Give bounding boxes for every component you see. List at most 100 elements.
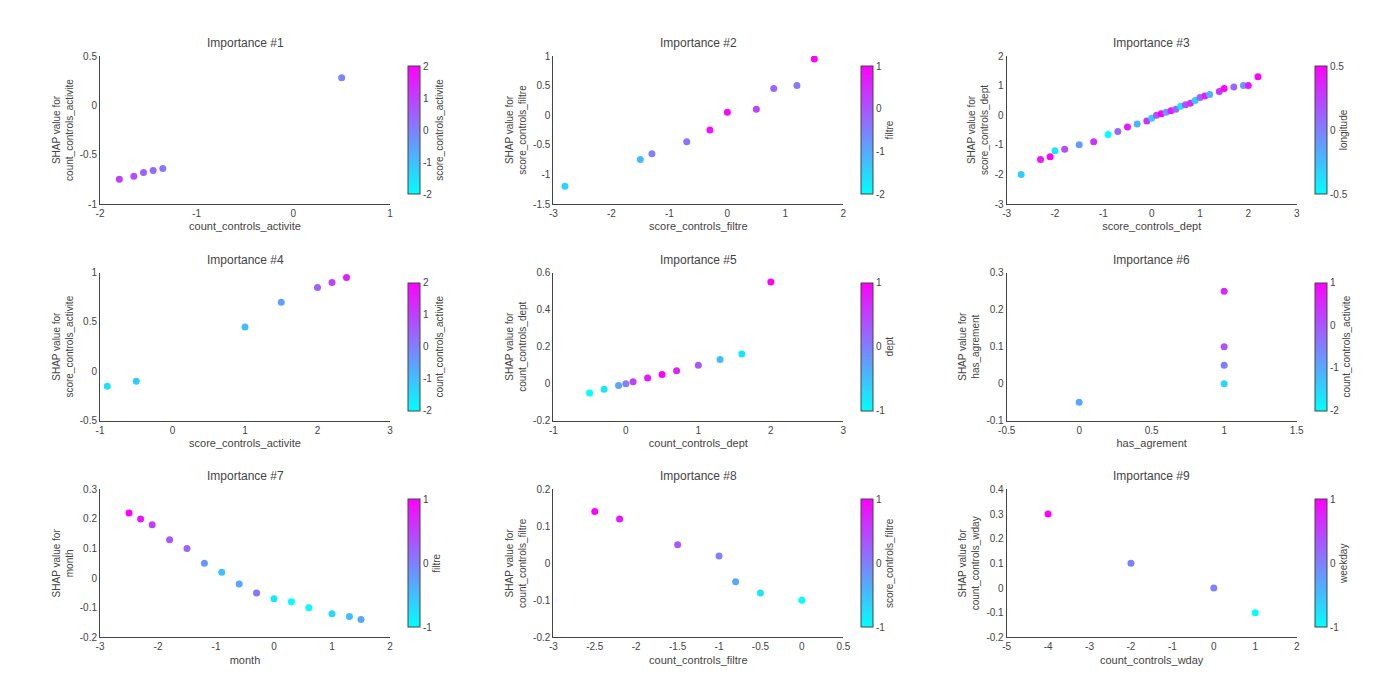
svg-text:0: 0 (545, 378, 551, 389)
svg-text:1: 1 (783, 208, 789, 219)
svg-text:0: 0 (998, 378, 1004, 389)
svg-text:0: 0 (423, 341, 429, 352)
svg-text:0.5: 0.5 (1145, 425, 1159, 436)
svg-text:weekday: weekday (1338, 544, 1349, 584)
svg-text:0.2: 0.2 (990, 533, 1004, 544)
svg-text:0: 0 (998, 583, 1004, 594)
svg-text:2: 2 (841, 208, 847, 219)
svg-text:0: 0 (170, 425, 176, 436)
svg-text:-3: -3 (549, 208, 558, 219)
svg-text:-2.5: -2.5 (586, 641, 604, 652)
svg-text:0: 0 (725, 208, 731, 219)
svg-text:-1: -1 (423, 373, 432, 384)
svg-text:0: 0 (291, 208, 297, 219)
svg-text:0.5: 0.5 (83, 51, 97, 62)
svg-text:0: 0 (1149, 208, 1155, 219)
svg-text:score_controls_filtre: score_controls_filtre (884, 518, 895, 608)
svg-text:SHAP value forscore_controls_a: SHAP value forscore_controls_activite (51, 295, 75, 397)
svg-text:-1: -1 (1330, 622, 1339, 633)
svg-text:0: 0 (1076, 425, 1082, 436)
svg-text:-0.5: -0.5 (80, 415, 98, 426)
svg-text:0: 0 (91, 100, 97, 111)
svg-text:has_agrement: has_agrement (1117, 437, 1187, 449)
svg-text:0.1: 0.1 (990, 558, 1004, 569)
svg-text:-0.2: -0.2 (533, 415, 551, 426)
svg-text:score_controls_filtre: score_controls_filtre (649, 220, 747, 232)
svg-text:-2: -2 (1330, 405, 1339, 416)
svg-text:1: 1 (423, 494, 429, 505)
svg-text:-1: -1 (1168, 641, 1177, 652)
svg-text:0.2: 0.2 (536, 484, 550, 495)
svg-text:0.1: 0.1 (990, 341, 1004, 352)
svg-text:-4: -4 (1044, 641, 1053, 652)
svg-text:0: 0 (271, 641, 277, 652)
svg-text:-2: -2 (1051, 208, 1060, 219)
svg-text:SHAP value forcount_controls_d: SHAP value forcount_controls_dept (504, 301, 528, 391)
svg-text:0.5: 0.5 (536, 80, 550, 91)
svg-text:Importance #5: Importance #5 (660, 253, 737, 267)
svg-text:-0.2: -0.2 (80, 632, 98, 643)
svg-text:-1: -1 (876, 622, 885, 633)
svg-text:filtre: filtre (884, 120, 895, 139)
svg-text:Importance #6: Importance #6 (1113, 253, 1190, 267)
svg-text:-2: -2 (632, 641, 641, 652)
svg-text:1: 1 (876, 277, 882, 288)
svg-text:-1: -1 (876, 405, 885, 416)
svg-text:0: 0 (545, 110, 551, 121)
svg-text:1: 1 (1197, 208, 1203, 219)
svg-text:-0.2: -0.2 (533, 632, 551, 643)
svg-text:-1: -1 (96, 425, 105, 436)
svg-text:1: 1 (242, 425, 248, 436)
svg-text:1: 1 (423, 309, 429, 320)
svg-text:0: 0 (91, 573, 97, 584)
svg-text:count_controls_filtre: count_controls_filtre (649, 654, 747, 666)
svg-text:-3: -3 (995, 199, 1004, 210)
svg-text:0.5: 0.5 (1330, 61, 1344, 72)
svg-text:SHAP value forcount_controls_w: SHAP value forcount_controls_wday (957, 516, 981, 610)
svg-text:-2: -2 (96, 208, 105, 219)
svg-text:-3: -3 (1085, 641, 1094, 652)
svg-text:-2: -2 (607, 208, 616, 219)
svg-text:0: 0 (1330, 558, 1336, 569)
svg-text:1: 1 (696, 425, 702, 436)
svg-text:-2: -2 (423, 405, 432, 416)
svg-text:0.6: 0.6 (536, 267, 550, 278)
svg-text:0: 0 (799, 641, 805, 652)
svg-text:-2: -2 (423, 189, 432, 200)
svg-text:3: 3 (841, 425, 847, 436)
svg-text:2: 2 (1294, 641, 1300, 652)
svg-text:count_controls_activite: count_controls_activite (434, 295, 445, 397)
svg-text:count_controls_wday: count_controls_wday (1100, 654, 1204, 666)
svg-text:0.3: 0.3 (990, 509, 1004, 520)
svg-text:SHAP value forhas_agrement: SHAP value forhas_agrement (957, 312, 981, 381)
svg-text:SHAP value forscore_controls_f: SHAP value forscore_controls_filtre (504, 85, 528, 175)
svg-text:0.4: 0.4 (990, 484, 1004, 495)
svg-text:-0.2: -0.2 (986, 632, 1004, 643)
svg-text:2: 2 (315, 425, 321, 436)
svg-text:-0.1: -0.1 (986, 607, 1004, 618)
svg-text:2: 2 (423, 61, 429, 72)
svg-text:-1: -1 (995, 139, 1004, 150)
svg-text:-1: -1 (1099, 208, 1108, 219)
svg-text:SHAP value forcount_controls_f: SHAP value forcount_controls_filtre (504, 518, 528, 608)
svg-text:Importance #3: Importance #3 (1113, 36, 1190, 50)
svg-text:1: 1 (1221, 425, 1227, 436)
svg-text:-0.5: -0.5 (998, 425, 1016, 436)
svg-text:1: 1 (545, 51, 551, 62)
svg-text:0: 0 (1330, 125, 1336, 136)
svg-text:count_controls_activite: count_controls_activite (189, 220, 301, 232)
svg-text:-1: -1 (541, 169, 550, 180)
svg-text:1: 1 (876, 494, 882, 505)
svg-text:-0.5: -0.5 (752, 641, 770, 652)
svg-text:2: 2 (1246, 208, 1252, 219)
svg-text:month: month (230, 654, 261, 666)
svg-text:Importance #4: Importance #4 (207, 253, 284, 267)
svg-text:Importance #1: Importance #1 (207, 36, 284, 50)
svg-text:2: 2 (387, 641, 393, 652)
svg-text:-0.5: -0.5 (533, 139, 551, 150)
svg-text:-0.1: -0.1 (986, 415, 1004, 426)
svg-text:0: 0 (423, 125, 429, 136)
svg-text:SHAP value forscore_controls_d: SHAP value forscore_controls_dept (966, 85, 990, 175)
svg-text:1: 1 (1330, 494, 1336, 505)
svg-text:-1: -1 (549, 425, 558, 436)
